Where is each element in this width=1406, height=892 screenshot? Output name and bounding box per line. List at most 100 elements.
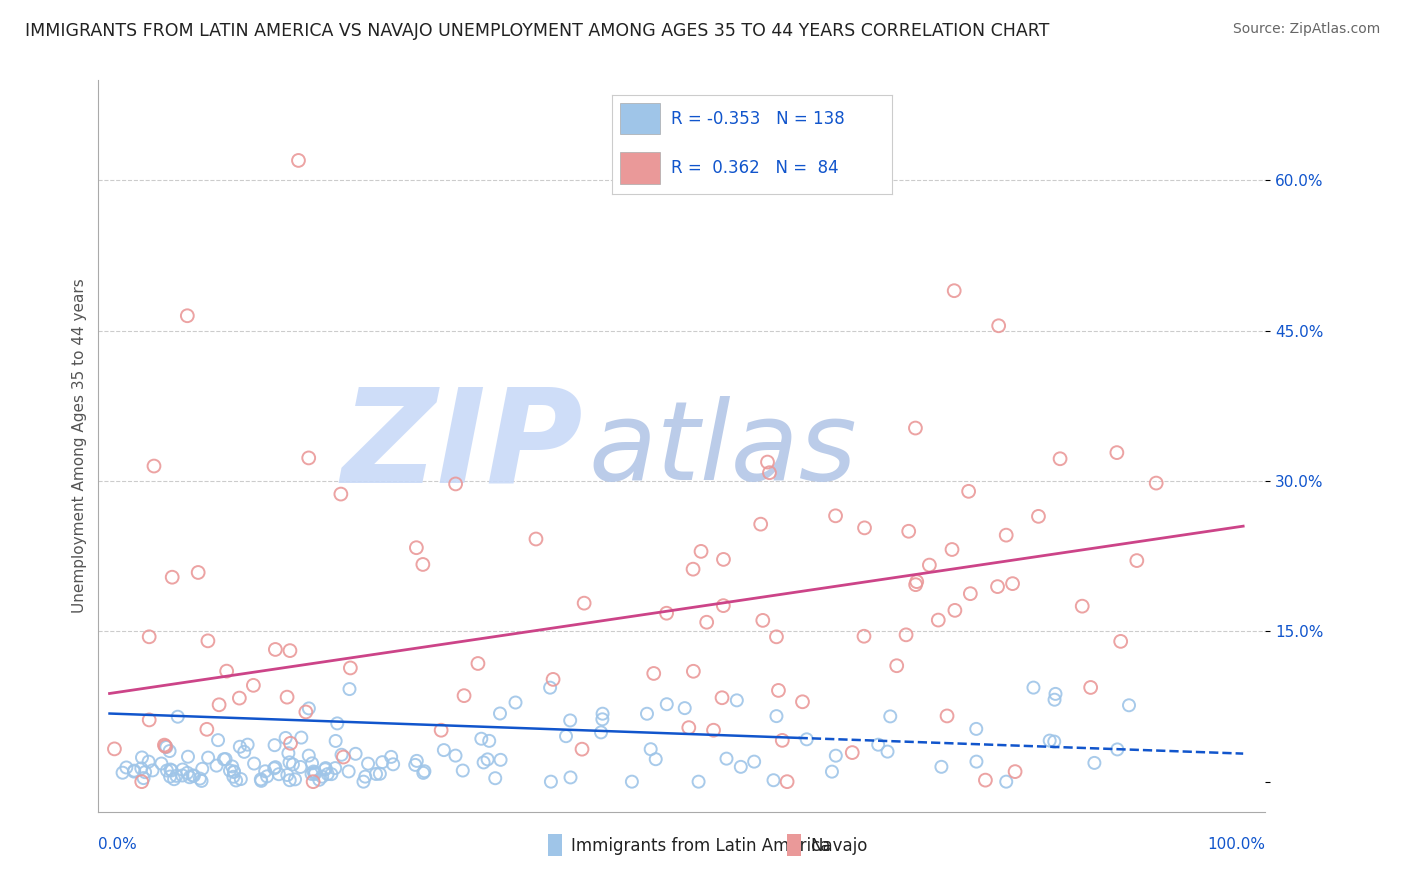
Point <box>264 760 287 774</box>
Point <box>321 767 343 781</box>
Point <box>191 762 214 776</box>
Point <box>756 455 779 469</box>
Point <box>256 769 278 783</box>
Point <box>339 661 361 675</box>
Point <box>591 712 613 726</box>
Point <box>1004 764 1026 779</box>
Point <box>176 309 198 323</box>
Point <box>187 566 209 580</box>
Text: Immigrants from Latin America: Immigrants from Latin America <box>571 837 831 855</box>
Point <box>444 477 467 491</box>
Point <box>453 689 475 703</box>
Point <box>197 750 219 764</box>
Point <box>298 748 321 763</box>
Point <box>995 774 1018 789</box>
Point <box>325 734 347 748</box>
Point <box>752 613 775 627</box>
Point <box>986 580 1008 594</box>
Point <box>222 764 245 779</box>
Point <box>995 528 1018 542</box>
Point <box>572 596 595 610</box>
Point <box>904 577 927 591</box>
Point <box>1144 476 1167 491</box>
Point <box>560 714 582 728</box>
Point <box>138 713 160 727</box>
Point <box>177 749 200 764</box>
Point <box>690 544 713 558</box>
Point <box>329 487 352 501</box>
Point <box>1028 509 1050 524</box>
Point <box>776 774 799 789</box>
Point <box>768 683 790 698</box>
Text: IMMIGRANTS FROM LATIN AMERICA VS NAVAJO UNEMPLOYMENT AMONG AGES 35 TO 44 YEARS C: IMMIGRANTS FROM LATIN AMERICA VS NAVAJO … <box>25 22 1050 40</box>
Point <box>302 774 325 789</box>
Point <box>222 770 245 784</box>
Point <box>404 758 426 772</box>
Point <box>770 733 793 747</box>
Point <box>682 665 704 679</box>
Point <box>742 755 765 769</box>
Point <box>413 764 436 779</box>
Point <box>711 690 734 705</box>
Point <box>655 606 678 620</box>
Point <box>987 318 1010 333</box>
Point <box>451 764 474 778</box>
Point <box>1043 734 1066 748</box>
Point <box>290 760 312 774</box>
Point <box>278 756 301 770</box>
Point <box>131 750 153 764</box>
Point <box>555 729 578 743</box>
Point <box>330 747 353 762</box>
Point <box>1039 733 1062 747</box>
Point <box>278 773 301 788</box>
Point <box>730 760 752 774</box>
Point <box>195 723 218 737</box>
Point <box>298 450 321 465</box>
Point <box>470 731 492 746</box>
Point <box>702 723 724 738</box>
Point <box>214 752 236 766</box>
Point <box>927 613 949 627</box>
Point <box>155 739 177 754</box>
Point <box>894 628 917 642</box>
Point <box>141 764 163 778</box>
Point <box>311 770 333 784</box>
Point <box>541 673 564 687</box>
Point <box>277 746 299 760</box>
Point <box>225 773 247 788</box>
Point <box>897 524 920 539</box>
Point <box>176 765 198 780</box>
Point <box>1071 599 1094 614</box>
Point <box>163 772 186 787</box>
Point <box>620 774 643 789</box>
Point <box>1043 692 1066 706</box>
Point <box>643 666 665 681</box>
Point <box>560 771 582 785</box>
Point <box>467 657 489 671</box>
Point <box>354 770 377 784</box>
Point <box>179 770 201 784</box>
Point <box>957 484 980 499</box>
Point <box>280 736 302 750</box>
Point <box>344 747 367 761</box>
Point <box>155 739 177 754</box>
Point <box>219 764 242 778</box>
Point <box>853 521 876 535</box>
Point <box>290 731 312 745</box>
Text: 0.0%: 0.0% <box>98 838 138 853</box>
Point <box>181 769 204 783</box>
Point <box>281 757 304 772</box>
Point <box>250 772 273 787</box>
Bar <box>548 834 562 855</box>
Point <box>190 773 212 788</box>
Point <box>304 765 326 780</box>
Point <box>254 764 277 779</box>
Point <box>489 706 512 721</box>
Point <box>315 761 337 775</box>
Point <box>221 759 243 773</box>
Point <box>696 615 718 630</box>
Point <box>138 755 160 769</box>
Point <box>263 738 285 752</box>
Point <box>478 734 501 748</box>
Point <box>524 532 547 546</box>
